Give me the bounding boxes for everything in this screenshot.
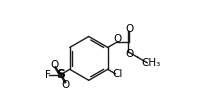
Text: F: F xyxy=(45,70,50,80)
Text: O: O xyxy=(126,49,134,59)
Text: CH₃: CH₃ xyxy=(141,58,161,68)
Text: O: O xyxy=(61,80,69,90)
Text: S: S xyxy=(56,68,65,81)
Text: O: O xyxy=(114,34,122,44)
Text: O: O xyxy=(126,24,134,34)
Text: O: O xyxy=(50,60,58,70)
Text: Cl: Cl xyxy=(113,69,123,79)
